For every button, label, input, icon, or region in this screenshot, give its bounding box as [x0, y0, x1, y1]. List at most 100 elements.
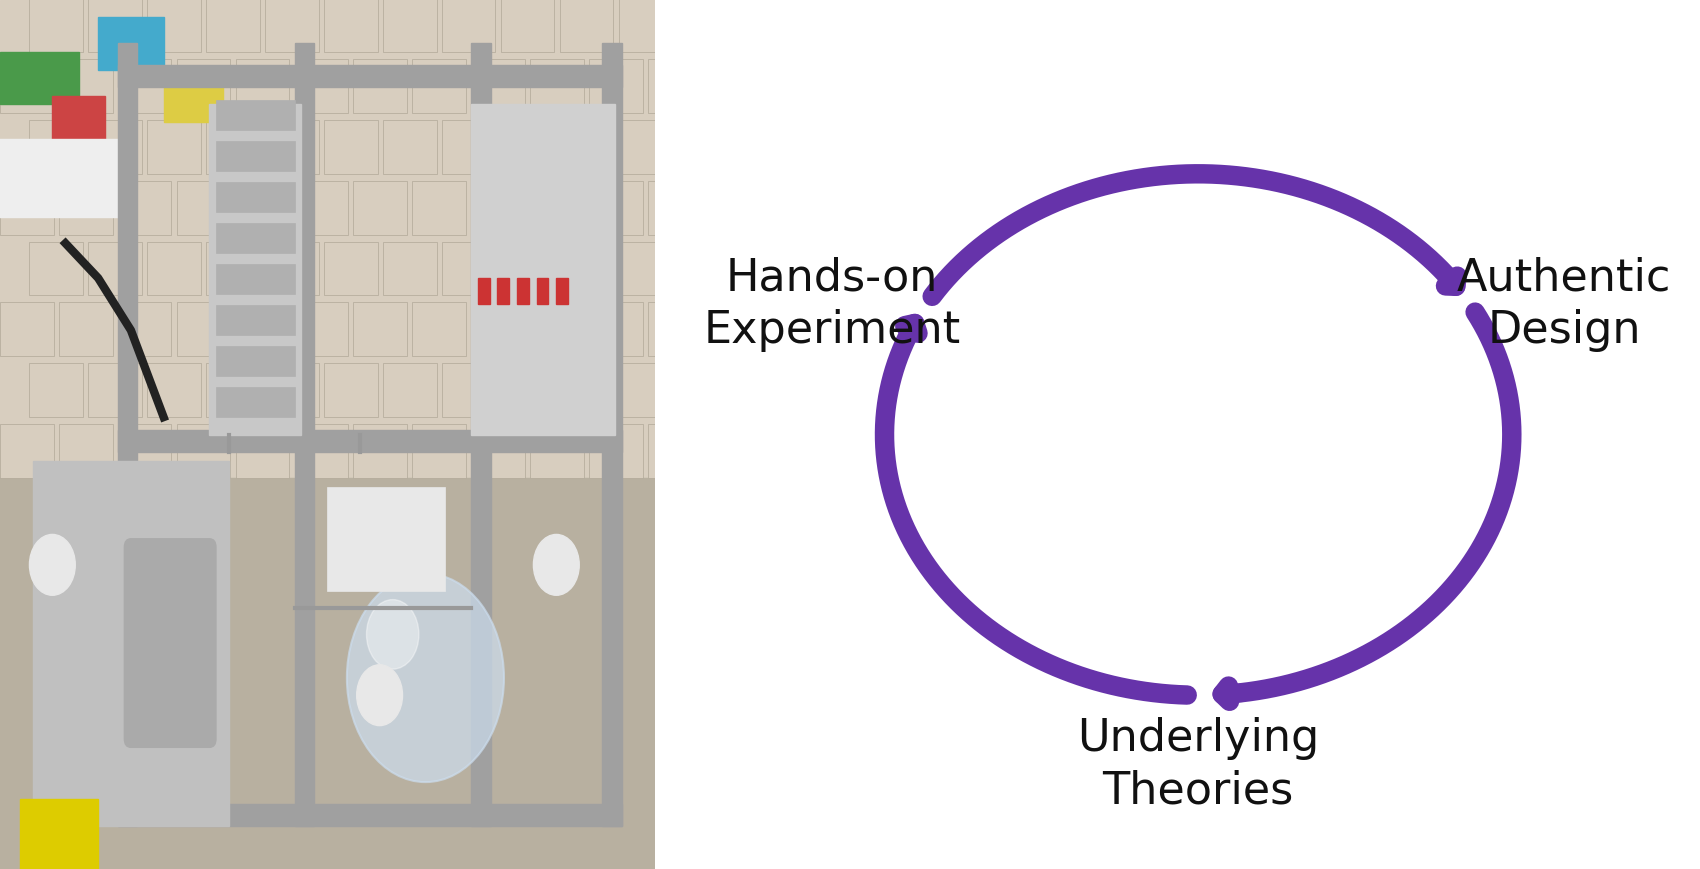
Bar — [382, 0, 437, 52]
Bar — [117, 424, 172, 478]
Bar — [88, 0, 143, 52]
Bar — [32, 461, 230, 826]
Bar — [206, 120, 260, 174]
Bar — [382, 363, 437, 417]
Bar — [117, 65, 622, 87]
Text: Authentic
Design: Authentic Design — [1457, 256, 1671, 352]
Bar — [117, 43, 138, 826]
Bar — [442, 242, 495, 295]
Bar — [382, 120, 437, 174]
Bar — [354, 302, 406, 356]
Bar — [0, 478, 654, 869]
Bar — [265, 363, 318, 417]
Bar — [478, 278, 490, 304]
Bar — [177, 424, 231, 478]
Bar — [216, 305, 294, 335]
Bar — [530, 181, 583, 235]
Bar — [619, 242, 672, 295]
Bar — [265, 120, 318, 174]
Bar — [265, 0, 318, 52]
Bar — [602, 43, 622, 826]
Bar — [442, 363, 495, 417]
Bar — [517, 278, 529, 304]
Bar — [677, 0, 731, 52]
Bar — [413, 59, 466, 113]
Bar — [88, 242, 143, 295]
Bar — [294, 424, 348, 478]
Bar — [216, 346, 294, 376]
Circle shape — [534, 534, 580, 595]
Text: Hands-on
Experiment: Hands-on Experiment — [704, 256, 960, 352]
Bar — [588, 181, 643, 235]
Bar — [236, 302, 289, 356]
Bar — [163, 70, 223, 122]
Bar — [0, 52, 78, 104]
Bar — [0, 139, 131, 217]
Bar — [0, 59, 54, 113]
Bar — [502, 0, 554, 52]
Bar — [648, 424, 702, 478]
Bar — [216, 141, 294, 171]
Bar — [354, 59, 406, 113]
Circle shape — [367, 600, 418, 669]
Bar — [619, 363, 672, 417]
Bar — [148, 0, 201, 52]
Bar — [29, 242, 83, 295]
Bar — [471, 59, 525, 113]
Bar — [471, 181, 525, 235]
Bar — [413, 424, 466, 478]
Bar — [117, 59, 172, 113]
Bar — [206, 242, 260, 295]
Bar — [588, 424, 643, 478]
Bar — [236, 59, 289, 113]
Bar — [559, 363, 614, 417]
Bar — [148, 363, 201, 417]
Bar — [471, 302, 525, 356]
Bar — [559, 242, 614, 295]
Bar — [588, 302, 643, 356]
Bar — [498, 278, 510, 304]
Text: Underlying
Theories: Underlying Theories — [1078, 717, 1319, 813]
Bar — [117, 302, 172, 356]
Bar — [326, 487, 445, 591]
Bar — [0, 424, 54, 478]
Bar — [619, 0, 672, 52]
Bar — [325, 242, 377, 295]
Bar — [556, 278, 568, 304]
Bar — [236, 181, 289, 235]
Bar — [216, 387, 294, 417]
Bar — [236, 424, 289, 478]
Bar — [530, 424, 583, 478]
Bar — [206, 363, 260, 417]
Bar — [471, 104, 615, 434]
Bar — [209, 104, 301, 434]
Bar — [206, 0, 260, 52]
Bar — [619, 120, 672, 174]
Bar — [471, 43, 491, 826]
Bar — [265, 242, 318, 295]
Bar — [0, 0, 654, 478]
Bar — [294, 59, 348, 113]
Bar — [471, 424, 525, 478]
Bar — [53, 96, 105, 148]
Bar — [177, 59, 231, 113]
Circle shape — [347, 574, 503, 782]
Bar — [502, 242, 554, 295]
Bar — [60, 181, 112, 235]
Bar — [648, 302, 702, 356]
Circle shape — [29, 534, 75, 595]
Bar — [325, 120, 377, 174]
Bar — [502, 363, 554, 417]
Bar — [442, 0, 495, 52]
FancyBboxPatch shape — [124, 539, 216, 747]
Bar — [588, 59, 643, 113]
Bar — [148, 120, 201, 174]
Bar — [413, 181, 466, 235]
Bar — [325, 363, 377, 417]
Bar — [382, 242, 437, 295]
Bar — [0, 181, 54, 235]
Circle shape — [357, 665, 403, 726]
Bar — [148, 242, 201, 295]
Bar — [177, 302, 231, 356]
Bar — [442, 120, 495, 174]
